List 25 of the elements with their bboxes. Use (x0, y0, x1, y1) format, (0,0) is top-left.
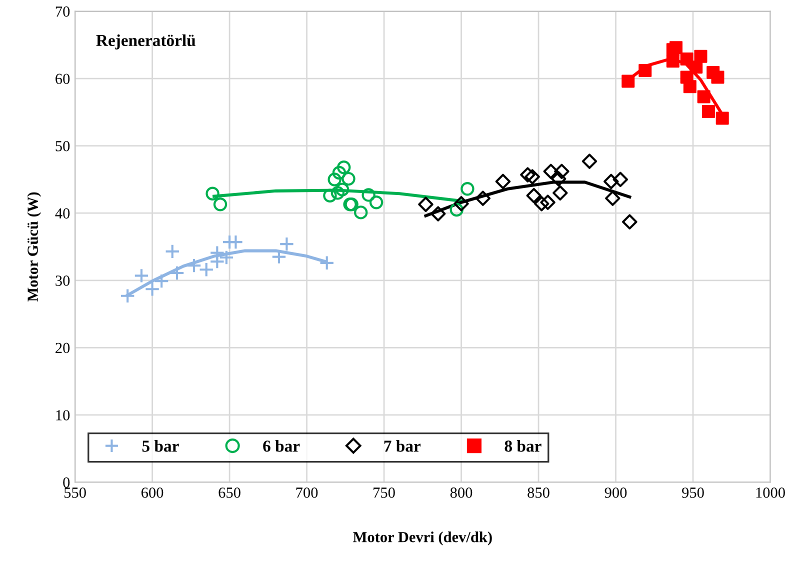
x-tick-label: 1000 (756, 488, 785, 498)
x-tick-label: 950 (682, 488, 704, 498)
y-tick-label: 30 (56, 276, 70, 286)
legend-label: 8 bar (504, 440, 542, 452)
x-tick-label: 600 (141, 488, 164, 498)
legend-label: 6 bar (263, 440, 300, 452)
legend-label: 5 bar (142, 440, 179, 452)
y-tick-label: 40 (55, 208, 70, 219)
x-tick-label: 550 (64, 488, 86, 498)
x-tick-label: 850 (528, 488, 550, 498)
y-tick-label: 50 (56, 140, 70, 152)
y-tick-label: 0 (63, 477, 70, 488)
y-tick-label: 60 (56, 74, 70, 84)
legend-label: 7 bar (384, 440, 421, 452)
y-axis-title: Motor Gücü (W) (27, 192, 42, 302)
x-tick-label: 800 (450, 488, 472, 498)
x-tick-label: 650 (218, 488, 240, 498)
x-tick-label: 700 (296, 488, 318, 498)
x-tick-label: 750 (374, 488, 395, 498)
y-tick-label: 10 (56, 410, 70, 420)
y-tick-label: 70 (56, 6, 70, 17)
x-axis-title: Motor Devri (dev/dk) (353, 531, 492, 546)
y-tick-label: 20 (56, 342, 70, 354)
x-tick-label: 900 (604, 488, 627, 498)
annotation: Rejeneratörlü (96, 34, 196, 50)
